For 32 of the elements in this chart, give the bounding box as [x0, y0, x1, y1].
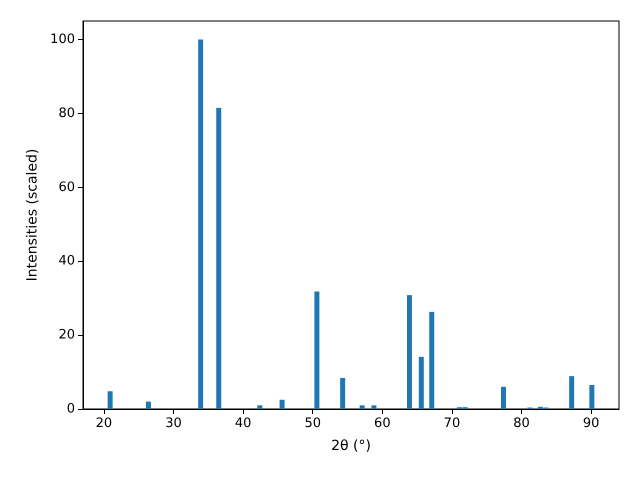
bar [589, 384, 594, 409]
bar [360, 405, 365, 409]
bar [500, 386, 506, 409]
y-tick-label: 20 [58, 328, 75, 343]
bar [429, 312, 434, 409]
bar [257, 405, 262, 409]
bar [146, 402, 151, 409]
x-tick-label: 50 [304, 416, 321, 431]
y-tick-label: 100 [50, 32, 75, 47]
bar [569, 376, 574, 409]
y-tick-label: 40 [58, 254, 75, 269]
bar [406, 295, 412, 409]
bar [198, 39, 204, 409]
y-tick-label: 60 [58, 180, 75, 195]
bar [314, 291, 320, 409]
bar [418, 356, 424, 409]
y-tick-label: 0 [66, 402, 75, 416]
bar [108, 391, 113, 409]
bar [340, 378, 346, 409]
y-tick-label: 80 [58, 106, 75, 121]
x-tick-label: 40 [234, 416, 252, 431]
x-tick-label: 70 [444, 416, 460, 431]
x-tick-label: 20 [96, 416, 112, 431]
bar [280, 400, 285, 409]
bar [216, 108, 222, 409]
x-tick-label: 60 [374, 416, 391, 431]
y-axis-title: Intensities (scaled) [24, 148, 40, 282]
x-tick-label: 30 [165, 416, 182, 431]
bar [371, 405, 376, 409]
x-axis-title: 2θ (°) [331, 438, 371, 454]
x-tick-label: 80 [513, 416, 530, 431]
x-tick-label: 90 [582, 416, 600, 431]
